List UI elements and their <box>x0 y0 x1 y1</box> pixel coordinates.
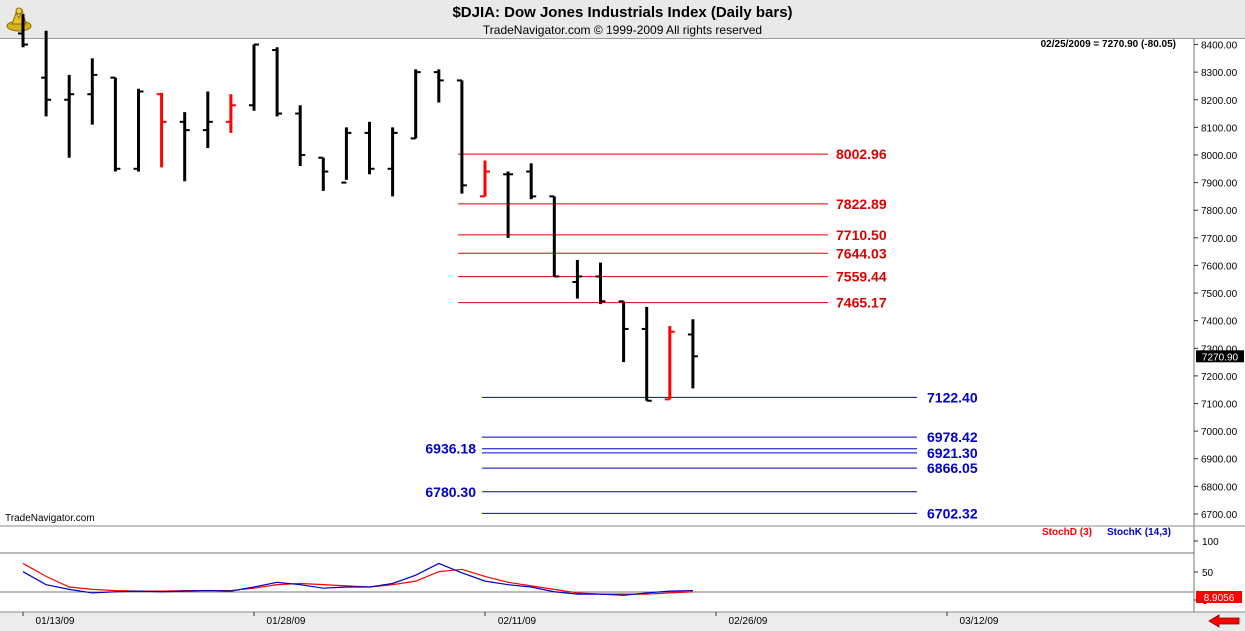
ohlc-bar <box>341 127 352 184</box>
price-tick-label: 8400.00 <box>1201 41 1238 52</box>
ohlc-bar <box>179 112 190 182</box>
last-price-tag: 7270.90 <box>1202 352 1239 363</box>
price-tick-label: 6700.00 <box>1201 510 1238 521</box>
ohlc-bar <box>249 43 259 111</box>
trader-bull-icon <box>6 7 32 32</box>
watermark-text: TradeNavigator.com <box>5 513 95 524</box>
ohlc-bar <box>18 14 28 48</box>
support-level-label: 6921.30 <box>927 445 978 461</box>
ohlc-bar <box>387 127 398 197</box>
ohlc-bar <box>687 319 698 389</box>
price-readout: 02/25/2009 = 7270.90 (-80.05) <box>1041 39 1176 50</box>
ohlc-bar <box>641 306 652 402</box>
ohlc-bar <box>41 30 52 117</box>
ohlc-bar <box>410 69 421 140</box>
price-tick-label: 8000.00 <box>1201 151 1238 162</box>
price-tick-label: 8300.00 <box>1201 68 1238 79</box>
support-level-label: 6936.18 <box>425 441 476 457</box>
stoch-tick-label: 50 <box>1202 568 1214 579</box>
ohlc-bar <box>664 326 675 401</box>
chart-header: $DJIA: Dow Jones Industrials Index (Dail… <box>0 0 1245 39</box>
resistance-level-label: 7710.50 <box>836 227 887 243</box>
price-tick-label: 7900.00 <box>1201 179 1238 190</box>
support-level-label: 6978.42 <box>927 429 978 445</box>
resistance-level-label: 7644.03 <box>836 245 887 261</box>
date-tick-label: 01/28/09 <box>267 616 306 627</box>
price-tick-label: 6800.00 <box>1201 482 1238 493</box>
stochk-legend: StochK (14,3) <box>1107 527 1171 538</box>
ohlc-bar <box>503 171 514 238</box>
ohlc-bar <box>318 156 329 191</box>
ohlc-bar <box>549 195 560 278</box>
ohlc-bar <box>480 160 490 198</box>
stochd-legend: StochD (3) <box>1042 527 1092 538</box>
ohlc-bar <box>225 94 236 133</box>
price-tick-label: 7600.00 <box>1201 261 1238 272</box>
price-tick-label: 7100.00 <box>1201 400 1238 411</box>
price-tick-label: 7300.00 <box>1201 344 1238 355</box>
support-level-label: 7122.40 <box>927 389 978 405</box>
copyright-subtitle: TradeNavigator.com © 1999-2009 All right… <box>482 23 763 37</box>
price-tick-label: 7700.00 <box>1201 234 1238 245</box>
ohlc-bar <box>295 105 306 167</box>
price-tick-label: 7000.00 <box>1201 427 1238 438</box>
stoch-value-tag: 8.9056 <box>1204 593 1235 604</box>
date-axis-panel <box>0 612 1245 631</box>
price-axis-panel <box>1194 39 1245 631</box>
ohlc-bar <box>433 69 444 103</box>
price-tick-label: 7200.00 <box>1201 372 1238 383</box>
chart-title: $DJIA: Dow Jones Industrials Index (Dail… <box>452 4 793 21</box>
ohlc-bar <box>202 91 213 149</box>
date-tick-label: 02/11/09 <box>498 616 537 627</box>
resistance-level-label: 8002.96 <box>836 146 887 162</box>
support-level-label: 6866.05 <box>927 460 978 476</box>
scroll-left-arrow-icon[interactable] <box>1207 614 1241 628</box>
ohlc-bar <box>456 79 467 194</box>
date-tick-label: 01/13/09 <box>36 616 75 627</box>
ohlc-bar <box>110 76 121 172</box>
stoch-value-tag-bg <box>1196 591 1242 603</box>
ohlc-bar <box>272 47 283 117</box>
price-tick-label: 7500.00 <box>1201 289 1238 300</box>
ohlc-bar <box>526 163 537 200</box>
resistance-level-label: 7822.89 <box>836 196 887 212</box>
price-tick-label: 7800.00 <box>1201 206 1238 217</box>
date-tick-label: 02/26/09 <box>729 616 768 627</box>
price-tick-label: 7400.00 <box>1201 317 1238 328</box>
resistance-level-label: 7559.44 <box>836 269 887 285</box>
ohlc-bar <box>133 88 144 172</box>
ohlc-bar <box>364 121 375 175</box>
resistance-level-label: 7465.17 <box>836 295 887 311</box>
ohlc-bar <box>618 300 629 363</box>
date-tick-label: 03/12/09 <box>960 616 999 627</box>
ohlc-bar <box>595 262 606 305</box>
stochk-series-line <box>22 562 693 596</box>
support-level-label: 6780.30 <box>425 484 476 500</box>
last-price-tag-bg <box>1196 350 1244 363</box>
price-tick-label: 6900.00 <box>1201 455 1238 466</box>
price-tick-label: 8100.00 <box>1201 123 1238 134</box>
ohlc-bar <box>572 259 583 299</box>
support-level-label: 6702.32 <box>927 505 978 521</box>
price-tick-label: 8200.00 <box>1201 96 1238 107</box>
stoch-tick-label: 100 <box>1202 537 1219 548</box>
ohlc-bar <box>156 92 167 168</box>
ohlc-bar <box>87 58 98 125</box>
ohlc-bar <box>64 74 75 158</box>
